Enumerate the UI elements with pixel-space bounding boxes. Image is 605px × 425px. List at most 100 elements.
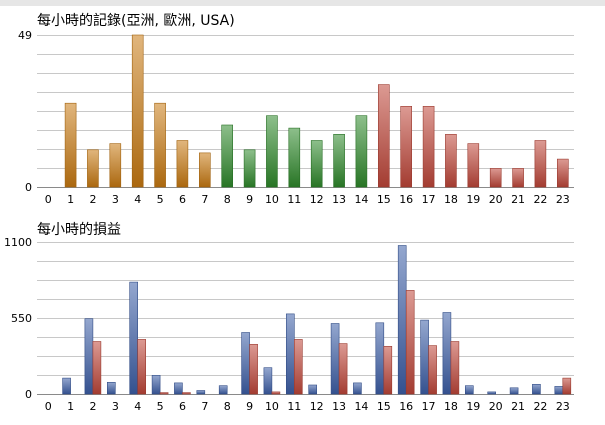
records-x-tick-label: 5 — [157, 193, 164, 206]
profit-bar — [428, 345, 437, 395]
profit-bar — [285, 313, 295, 395]
profit-x-tick-label: 16 — [399, 400, 413, 413]
profit-bar — [509, 387, 519, 395]
records-bar — [377, 84, 390, 188]
profit-bar — [420, 319, 429, 395]
profit-x-tick-label: 10 — [265, 400, 279, 413]
records-x-tick-label: 23 — [556, 193, 570, 206]
profit-bar — [218, 385, 228, 395]
profit-bar — [84, 318, 94, 395]
records-bar — [333, 134, 345, 188]
records-bar — [64, 102, 77, 188]
records-x-tick-label: 20 — [489, 193, 503, 206]
records-x-tick-label: 22 — [533, 193, 547, 206]
records-bar — [556, 158, 569, 188]
profit-bar — [196, 390, 206, 395]
profit-x-tick-label: 2 — [89, 400, 96, 413]
profit-x-tick-label: 0 — [45, 400, 52, 413]
profit-bar — [375, 322, 385, 395]
records-bar — [310, 140, 323, 188]
records-x-tick-label: 21 — [511, 193, 525, 206]
profit-y-tick-label: 1100 — [4, 236, 32, 249]
records-x-tick-label: 19 — [466, 193, 480, 206]
records-x-tick-label: 12 — [310, 193, 324, 206]
records-bar — [445, 134, 457, 188]
profit-bar — [562, 377, 572, 395]
profit-x-tick-label: 11 — [287, 400, 301, 413]
records-bar — [512, 168, 524, 188]
profit-bar — [249, 343, 258, 395]
profit-bar — [383, 345, 393, 395]
profit-bar — [174, 382, 183, 395]
profit-bar — [353, 382, 362, 395]
records-x-tick-label: 16 — [399, 193, 413, 206]
records-x-tick-label: 10 — [265, 193, 279, 206]
records-x-tick-label: 15 — [377, 193, 391, 206]
records-bar — [221, 124, 233, 188]
profit-bar — [62, 377, 71, 395]
records-bar — [154, 102, 166, 188]
profit-x-tick-label: 17 — [422, 400, 436, 413]
records-bar — [355, 115, 368, 188]
profit-bar — [263, 367, 273, 395]
records-x-tick-label: 3 — [112, 193, 119, 206]
profit-bar — [271, 391, 281, 395]
records-bar — [489, 168, 502, 188]
profit-x-tick-label: 23 — [556, 400, 570, 413]
records-x-tick-label: 11 — [287, 193, 301, 206]
profit-x-tick-label: 3 — [112, 400, 119, 413]
profit-bar — [293, 339, 303, 395]
profit-y-tick-label: 0 — [25, 388, 32, 401]
profit-bar — [107, 381, 116, 395]
profit-bar — [241, 332, 250, 395]
profit-x-tick-label: 21 — [511, 400, 525, 413]
profit-bar — [182, 392, 191, 395]
records-x-tick-label: 8 — [224, 193, 231, 206]
profit-y-tick-label: 550 — [11, 312, 32, 325]
profit-bar — [151, 374, 161, 395]
records-x-tick-label: 7 — [201, 193, 208, 206]
profit-bar — [487, 391, 497, 395]
profit-bar — [129, 281, 138, 395]
records-bar — [288, 127, 301, 188]
profit-x-tick-label: 9 — [246, 400, 253, 413]
profit-bar — [338, 343, 348, 395]
profit-x-tick-label: 18 — [444, 400, 458, 413]
profit-x-tick-label: 4 — [134, 400, 141, 413]
profit-x-tick-label: 8 — [224, 400, 231, 413]
records-x-tick-label: 2 — [89, 193, 96, 206]
profit-bar — [442, 312, 452, 395]
records-bar — [176, 140, 189, 188]
profit-bar — [532, 383, 541, 395]
profit-bar — [405, 290, 415, 395]
profit-bar — [137, 339, 146, 395]
profit-x-tick-label: 22 — [533, 400, 547, 413]
profit-x-tick-label: 20 — [489, 400, 503, 413]
records-bar — [534, 140, 547, 188]
profit-bar — [397, 245, 407, 395]
records-bar — [467, 143, 480, 188]
records-x-tick-label: 1 — [67, 193, 74, 206]
records-x-tick-label: 4 — [134, 193, 141, 206]
top-bar — [0, 0, 605, 6]
profit-bar — [450, 341, 460, 395]
records-x-tick-label: 13 — [332, 193, 346, 206]
records-bar — [131, 34, 144, 188]
profit-bar — [330, 323, 340, 395]
profit-x-tick-label: 6 — [179, 400, 186, 413]
records-x-tick-label: 14 — [354, 193, 368, 206]
profit-bar — [92, 341, 102, 395]
records-bar — [109, 143, 122, 188]
records-bar — [266, 115, 278, 188]
records-y-tick-label: 0 — [25, 181, 32, 194]
profit-bar — [308, 384, 318, 395]
records-x-tick-label: 18 — [444, 193, 458, 206]
profit-x-tick-label: 12 — [310, 400, 324, 413]
profit-x-tick-label: 15 — [377, 400, 391, 413]
profit-bar — [159, 392, 169, 395]
profit-bar — [464, 385, 474, 395]
profit-x-tick-label: 19 — [466, 400, 480, 413]
